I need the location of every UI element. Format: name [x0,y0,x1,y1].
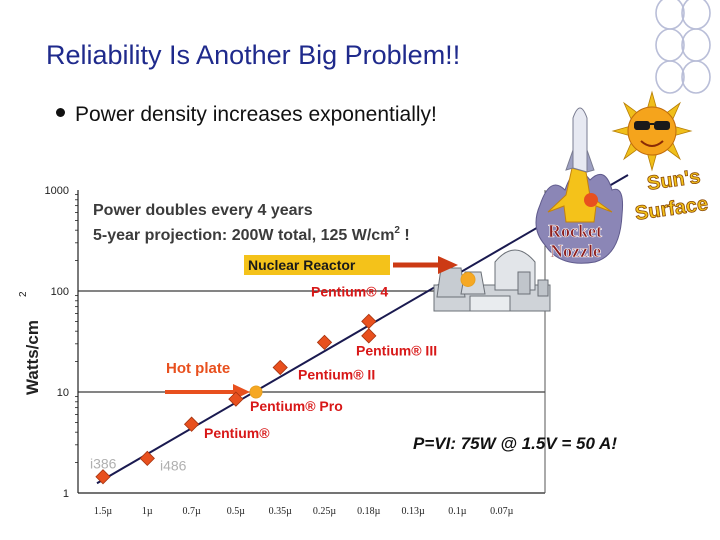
data-marker [228,391,244,407]
nuclear-plant-icon [433,249,551,312]
headline-projection: 5-year projection: 200W total, 125 W/cm2… [93,225,410,244]
data-marker [95,469,111,485]
data-label: i486 [160,457,187,473]
x-tick-labels: 1.5µ 1µ 0.7µ 0.5µ 0.35µ 0.25µ 0.18µ 0.13µ 0.1µ 0.… [94,506,514,517]
headline-doubling: Power doubles every 4 years [93,202,313,219]
headline-projection-text: 5-year projection: 200W total, 125 W/cm [93,227,394,244]
x-tick-label: 0.35µ [269,506,293,517]
notebook-rings-decoration [655,0,711,94]
data-marker [361,313,377,330]
data-marker [139,450,155,467]
data-label: Pentium® III [356,342,437,358]
y-tick-label-10: 10 [57,387,69,399]
y-tick-label-100: 100 [51,286,69,298]
rocket-nozzle-line-1: Rocket [548,221,602,241]
nuclear-reactor-point [460,271,476,287]
data-marker [183,416,200,432]
data-marker [316,334,333,351]
x-tick-label: 0.18µ [357,506,381,517]
hot-plate-label: Hot plate [166,360,230,377]
x-tick-label: 0.5µ [227,506,246,517]
data-marker [272,359,288,376]
suns-surface-line-2: Surface [634,193,710,225]
y-axis-title: Watts/cm [23,320,42,395]
nuclear-reactor-label: Nuclear Reactor [248,257,356,273]
headline-projection-superscript: 2 [394,225,400,236]
data-label: i386 [90,456,117,472]
nuclear-reactor-label-bg [244,255,390,275]
y-tick-label-1000: 1000 [45,185,69,197]
rocket-nozzle-line-2: Nozzle [550,241,601,261]
x-tick-label: 0.1µ [448,506,467,517]
y-tick-label-1: 1 [63,488,69,500]
rocket-flame-icon [535,107,623,264]
nuclear-reactor-arrow [393,256,458,274]
x-tick-label: 0.7µ [182,506,201,517]
data-labels: i386 i486 Pentium® Pentium® Pro Pentium® II P… [90,283,437,473]
x-tick-label: 1.5µ [94,506,113,517]
bullet-dot-icon [56,107,65,117]
x-tick-label: 0.25µ [313,506,337,517]
data-label: Pentium® II [298,366,375,382]
y-tick-labels: 1 10 100 1000 [45,185,69,500]
data-label: Pentium® Pro [250,398,343,414]
data-markers [95,313,377,485]
bullet-point: Power density increases exponentially! [56,103,437,127]
x-tick-label: 0.07µ [490,506,514,517]
x-tick-label: 1µ [142,506,153,517]
data-label: Pentium® 4 [311,283,388,299]
rocket-nozzle-label: Rocket Nozzle [548,221,602,261]
slide-title: Reliability Is Another Big Problem!! [46,40,461,70]
data-label: Pentium® [204,425,270,441]
sun-with-sunglasses-icon [611,90,693,172]
suns-surface-line-1: Sun's [646,166,702,195]
data-marker [361,328,377,344]
suns-surface-label: Sun'sSurface [630,165,710,225]
hot-plate-point [249,385,263,399]
y-axis-title-superscript: 2 [18,291,29,297]
x-tick-label: 0.13µ [401,506,425,517]
headline-projection-end: ! [400,227,410,244]
formula-text: P=VI: 75W @ 1.5V = 50 A! [413,434,617,453]
bullet-text: Power density increases exponentially! [75,103,437,126]
